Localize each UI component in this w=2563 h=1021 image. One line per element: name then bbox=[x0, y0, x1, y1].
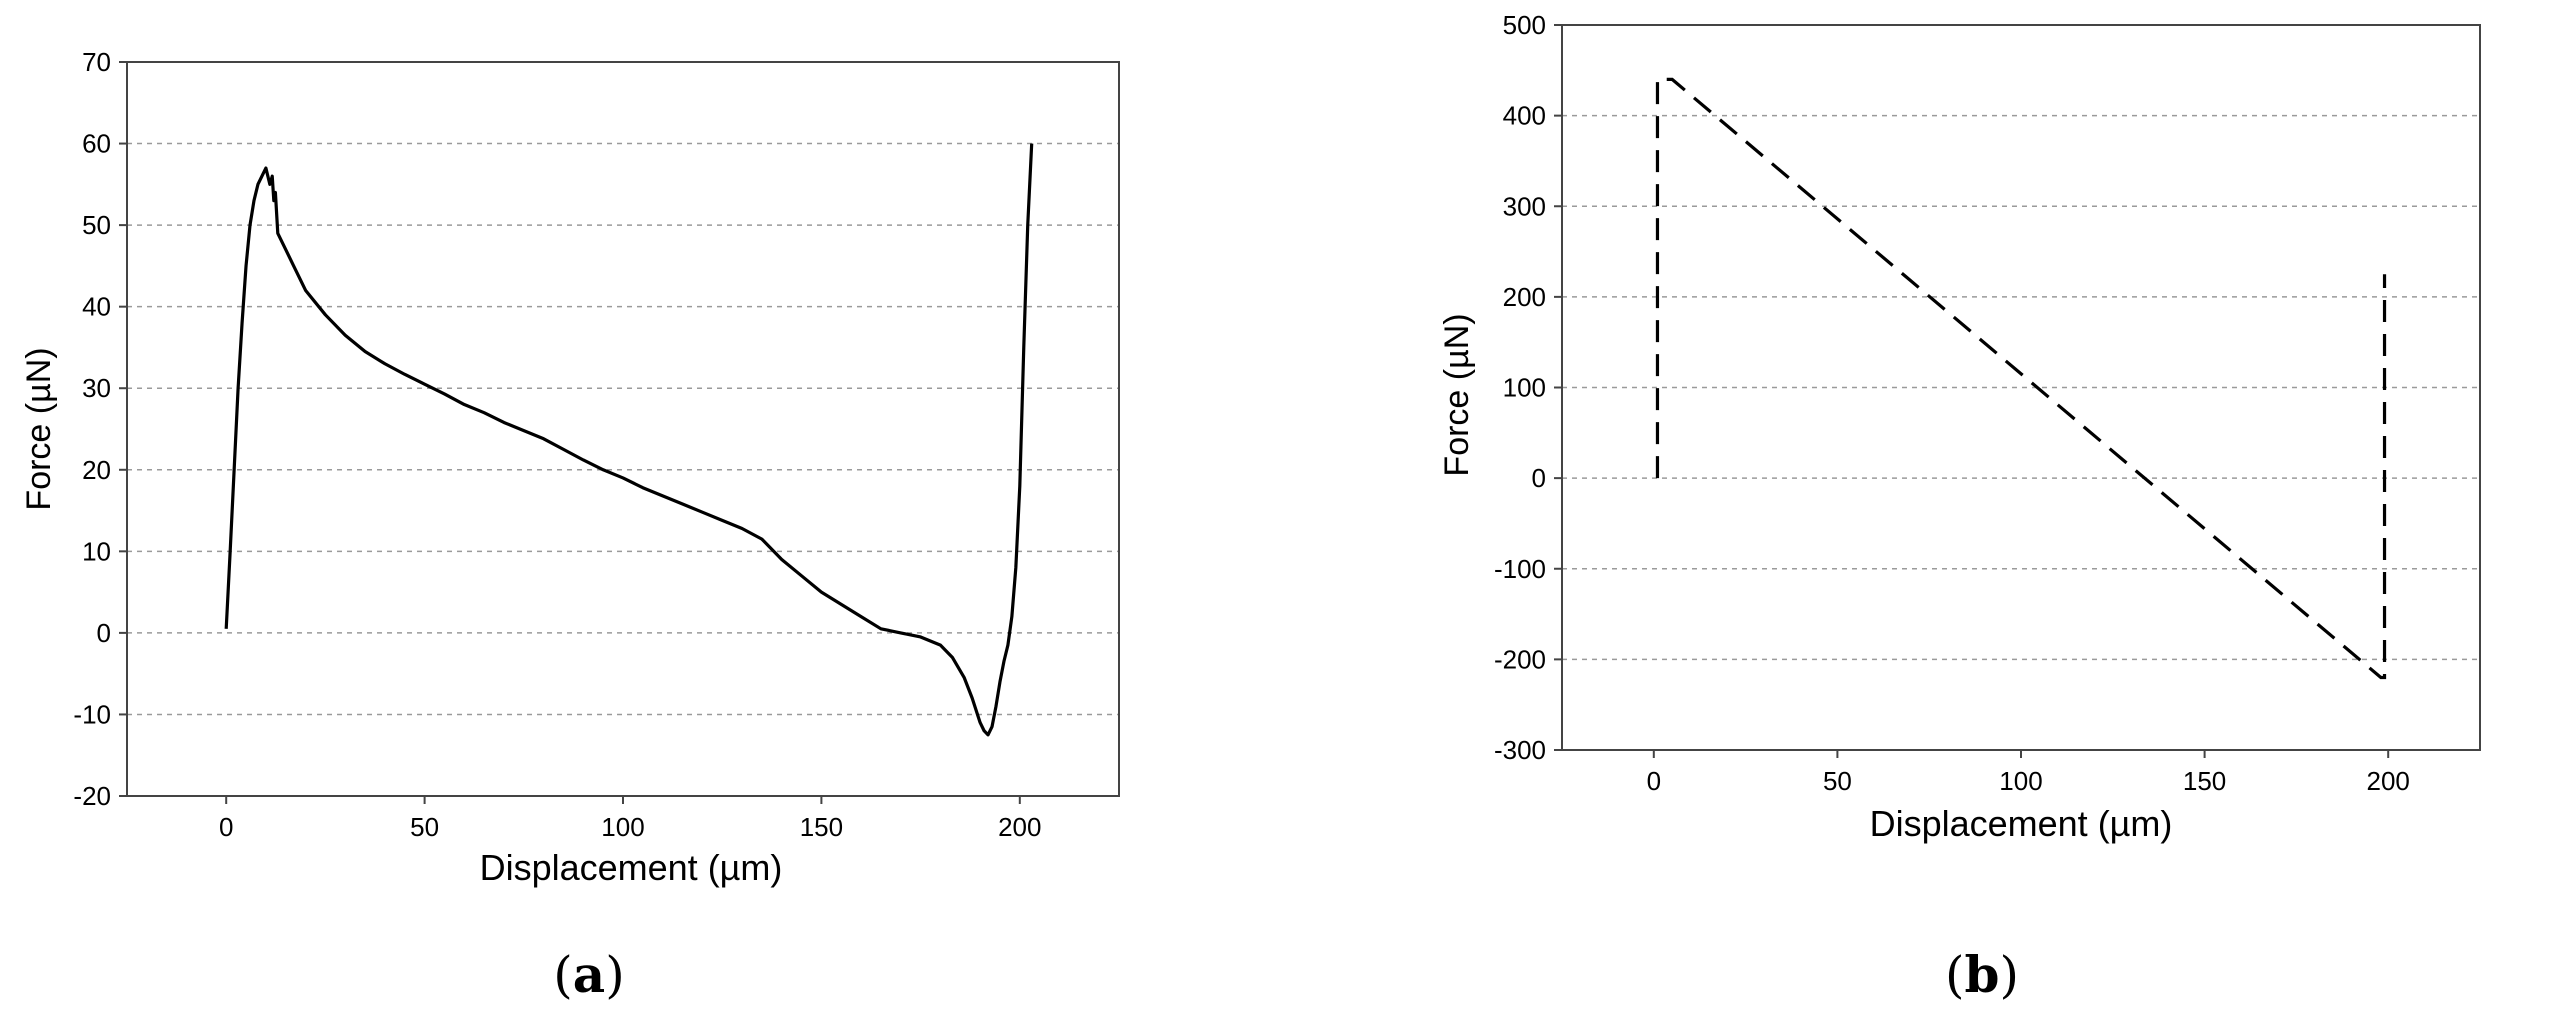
y-tick-label-b-0: -300 bbox=[1494, 735, 1546, 765]
y-tick-label-b-4: 100 bbox=[1503, 373, 1546, 403]
chart-b: 0 50 100 150 200 -300 -200 -100 0 100 200 300 400 50… bbox=[1438, 10, 2481, 1004]
x-tick-label-b-3: 150 bbox=[2183, 766, 2226, 796]
y-tick-label-b-8: 500 bbox=[1503, 10, 1546, 40]
x-tick-label-b-0: 0 bbox=[1647, 766, 1661, 796]
y-tick-labels-a: -20 -10 0 10 20 30 40 50 60 70 bbox=[73, 47, 111, 811]
x-tick-labels-a: 0 50 100 150 200 bbox=[219, 812, 1042, 842]
x-tick-label-b-2: 100 bbox=[1999, 766, 2042, 796]
chart-a: 0 50 100 150 200 -20 -10 0 10 20 30 40 50 60 70 Displ… bbox=[20, 47, 1120, 1004]
x-tick-label-b-4: 200 bbox=[2367, 766, 2410, 796]
y-tick-label-a-5: 30 bbox=[82, 373, 111, 403]
ticks-b bbox=[1554, 24, 2390, 758]
y-tick-label-b-2: -100 bbox=[1494, 554, 1546, 584]
gridlines-b bbox=[1562, 114, 2480, 661]
x-tick-label-a-4: 200 bbox=[998, 812, 1041, 842]
x-axis-title-b: Displacement (µm) bbox=[1870, 803, 2173, 844]
y-tick-labels-b: -300 -200 -100 0 100 200 300 400 500 bbox=[1494, 10, 1546, 765]
series-line-b bbox=[1655, 77, 2387, 680]
x-tick-label-a-0: 0 bbox=[219, 812, 233, 842]
y-axis-title-b: Force (µN) bbox=[1438, 313, 1476, 476]
x-tick-labels-b: 0 50 100 150 200 bbox=[1647, 766, 2410, 796]
panel-label-a: (a) bbox=[553, 945, 624, 1004]
ticks-a bbox=[119, 61, 1021, 804]
y-tick-label-b-6: 300 bbox=[1503, 191, 1546, 221]
y-tick-label-b-1: -200 bbox=[1494, 644, 1546, 674]
x-axis-title-a: Displacement (µm) bbox=[480, 847, 783, 888]
y-tick-label-a-0: -20 bbox=[73, 781, 111, 811]
y-tick-label-b-7: 400 bbox=[1503, 101, 1546, 131]
y-tick-label-a-7: 50 bbox=[82, 210, 111, 240]
y-tick-label-a-2: 0 bbox=[97, 618, 111, 648]
y-tick-label-b-5: 200 bbox=[1503, 282, 1546, 312]
y-tick-label-a-6: 40 bbox=[82, 292, 111, 322]
x-tick-label-a-1: 50 bbox=[410, 812, 439, 842]
y-tick-label-a-3: 10 bbox=[82, 536, 111, 566]
y-axis-title-a: Force (µN) bbox=[20, 347, 58, 510]
x-tick-label-a-2: 100 bbox=[601, 812, 644, 842]
y-tick-label-a-9: 70 bbox=[82, 47, 111, 77]
panel-label-b: (b) bbox=[1945, 945, 2019, 1004]
x-tick-label-a-3: 150 bbox=[800, 812, 843, 842]
plot-frame-a bbox=[126, 61, 1120, 797]
y-tick-label-a-8: 60 bbox=[82, 129, 111, 159]
y-tick-label-a-1: -10 bbox=[73, 699, 111, 729]
y-tick-label-a-4: 20 bbox=[82, 455, 111, 485]
gridlines-a bbox=[127, 142, 1119, 716]
y-tick-label-b-3: 0 bbox=[1532, 463, 1546, 493]
x-tick-label-b-1: 50 bbox=[1823, 766, 1852, 796]
series-line-a bbox=[224, 143, 1034, 737]
